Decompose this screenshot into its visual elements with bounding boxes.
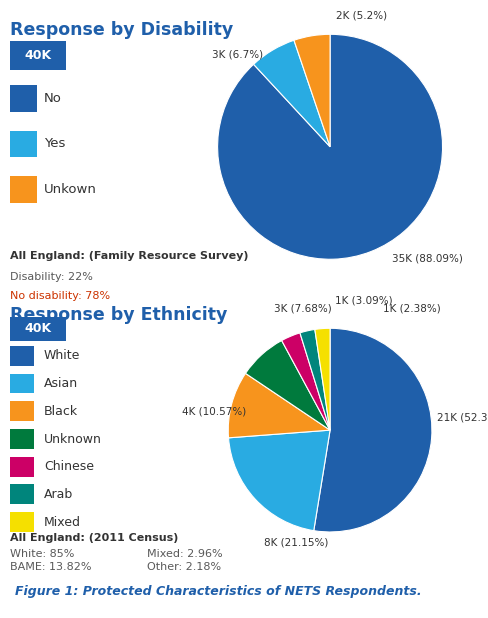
Wedge shape [228,430,329,531]
Text: Disability: 22%: Disability: 22% [10,271,92,282]
Text: 2K (5.2%): 2K (5.2%) [335,11,386,21]
FancyBboxPatch shape [10,457,34,476]
Wedge shape [253,40,329,146]
Text: 1K (2.38%): 1K (2.38%) [382,303,440,313]
Wedge shape [299,329,329,430]
Text: White: White [44,349,80,362]
FancyBboxPatch shape [10,401,34,421]
Text: 35K (88.09%): 35K (88.09%) [391,253,462,264]
Text: Mixed: 2.96%: Mixed: 2.96% [146,549,222,559]
Text: All England: (Family Resource Survey): All England: (Family Resource Survey) [10,251,248,261]
Text: No: No [44,92,62,105]
Text: Mixed: Mixed [44,515,81,528]
FancyBboxPatch shape [10,429,34,449]
FancyBboxPatch shape [10,176,37,203]
Wedge shape [314,328,329,430]
FancyBboxPatch shape [10,130,37,157]
Text: 8K (21.15%): 8K (21.15%) [264,537,327,547]
Text: 40K: 40K [24,322,51,335]
Text: Asian: Asian [44,377,78,390]
Text: 40K: 40K [24,49,51,62]
Text: All England: (2011 Census): All England: (2011 Census) [10,533,178,543]
Text: Response by Disability: Response by Disability [10,20,233,38]
Wedge shape [313,328,431,532]
Text: BAME: 13.82%: BAME: 13.82% [10,562,91,572]
Text: 3K (6.7%): 3K (6.7%) [211,49,263,59]
Text: Chinese: Chinese [44,460,94,473]
Text: Figure 1: Protected Characteristics of NETS Respondents.: Figure 1: Protected Characteristics of N… [15,585,421,598]
Text: No disability: 78%: No disability: 78% [10,290,110,300]
FancyBboxPatch shape [10,374,34,394]
Wedge shape [281,333,329,430]
Text: Response by Ethnicity: Response by Ethnicity [10,307,227,324]
Text: 1K (3.09%): 1K (3.09%) [334,296,392,306]
Text: 4K (10.57%): 4K (10.57%) [182,407,246,417]
Wedge shape [217,34,442,260]
Text: Arab: Arab [44,488,73,501]
Wedge shape [245,341,329,430]
Text: 3K (7.68%): 3K (7.68%) [273,303,331,313]
Text: Other: 2.18%: Other: 2.18% [146,562,221,572]
Wedge shape [228,373,329,438]
Wedge shape [293,34,329,146]
Text: White: 85%: White: 85% [10,549,74,559]
FancyBboxPatch shape [10,41,66,70]
Text: 21K (52.35: 21K (52.35 [436,413,488,423]
FancyBboxPatch shape [10,85,37,111]
FancyBboxPatch shape [10,512,34,532]
Text: Unknown: Unknown [44,433,102,446]
Text: Unkown: Unkown [44,183,97,196]
FancyBboxPatch shape [10,485,34,504]
Text: Black: Black [44,405,78,418]
FancyBboxPatch shape [10,346,34,366]
FancyBboxPatch shape [10,317,66,341]
Text: Yes: Yes [44,137,65,150]
